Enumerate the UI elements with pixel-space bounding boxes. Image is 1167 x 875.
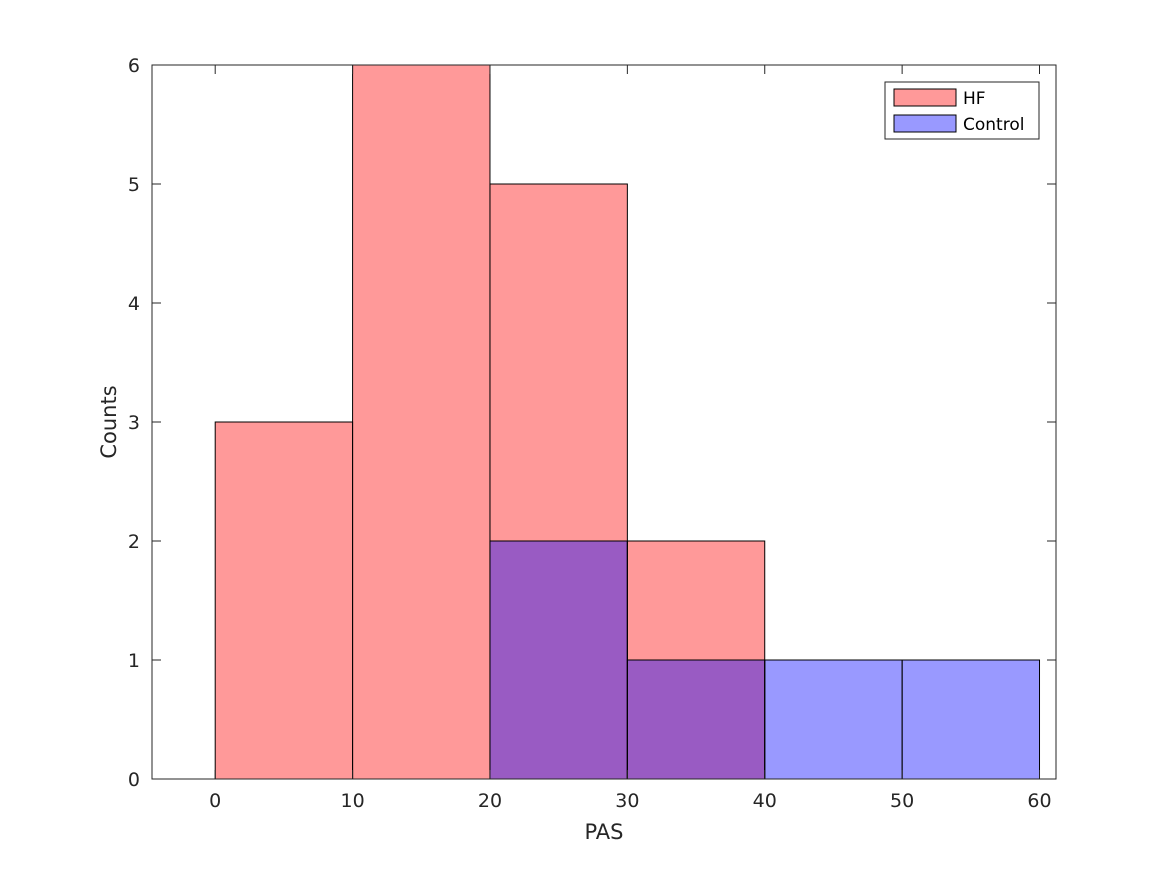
bar-hf-10-20 [352,65,490,779]
legend-label-control: Control [963,115,1024,135]
tick-labels-group: 0 10 20 30 40 50 60 0 1 2 3 4 5 6 [128,55,1052,812]
legend-label-hf: HF [963,89,986,109]
legend: HF Control [884,81,1040,140]
bar-hf-0-10 [215,422,353,779]
legend-swatch-control [893,114,957,133]
y-axis-label: Counts [97,385,121,458]
y-tick-label-1: 1 [128,650,140,672]
x-tick-label-20: 20 [478,790,502,812]
x-tick-label-0: 0 [209,790,221,812]
x-axis-label: PAS [584,820,623,844]
x-tick-label-50: 50 [890,790,914,812]
bar-control-40-50 [764,660,903,779]
y-tick-label-3: 3 [128,412,140,434]
x-tick-label-40: 40 [753,790,777,812]
bar-control-50-60 [902,660,1040,779]
x-tick-label-10: 10 [340,790,364,812]
x-tick-label-30: 30 [615,790,639,812]
y-tick-label-6: 6 [128,55,140,77]
bars-group [214,64,1041,780]
bar-overlap-20-30 [489,541,628,779]
legend-swatch-hf [893,88,957,107]
y-tick-label-0: 0 [128,769,140,791]
y-tick-label-2: 2 [128,531,140,553]
y-tick-label-5: 5 [128,174,140,196]
bar-overlap-30-40 [627,660,765,779]
axes-box [151,64,1057,780]
y-tick-label-4: 4 [128,293,140,315]
x-tick-label-60: 60 [1027,790,1051,812]
